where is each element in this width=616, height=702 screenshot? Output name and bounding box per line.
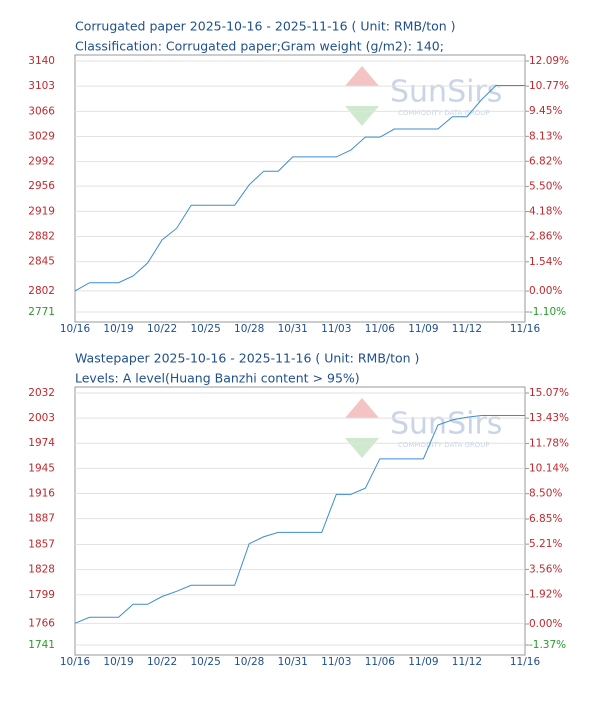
y-tick-label: 1916 [28,487,55,499]
x-tick-label: 10/28 [234,656,264,668]
x-tick-label: 11/03 [321,323,351,335]
x-tick-label: 10/19 [103,323,133,335]
y2-tick-label: 13.43% [529,412,569,424]
y2-tick-label: 8.50% [529,488,562,500]
x-tick-label: 10/31 [278,323,308,335]
chart-title: Corrugated paper 2025-10-16 - 2025-11-16… [75,19,456,34]
y2-tick-label: 3.56% [529,563,562,575]
y2-tick-label: 2.86% [529,231,562,243]
y2-tick-label: -1.10% [529,306,566,318]
x-tick-label: 10/16 [60,656,91,668]
y2-tick-label: 15.07% [529,387,569,399]
y-tick-label: 1887 [28,513,55,525]
x-tick-label: 10/25 [191,656,221,668]
plot-area [74,54,526,323]
y-tick-label: 2003 [28,412,55,424]
y-tick-label: 1799 [28,589,55,601]
y-tick-label: 2032 [28,387,55,399]
y2-tick-label: 5.50% [529,180,562,192]
y2-tick-label: 1.92% [529,589,562,601]
y2-tick-label: 8.13% [529,130,562,142]
x-tick-label: 11/12 [452,656,482,668]
x-tick-label: 10/16 [60,323,91,335]
logo-top [345,398,379,418]
y-tick-label: 2882 [28,230,55,242]
plot-area [74,386,526,656]
watermark-sub: COMMODITY DATA GROUP [398,109,490,117]
y2-tick-label: 12.09% [529,55,569,67]
x-tick-label: 11/06 [365,656,396,668]
y-tick-label: 2845 [28,256,55,268]
y2-tick-label: 10.77% [529,80,569,92]
y2-tick-label: 6.82% [529,155,562,167]
x-tick-label: 11/16 [510,323,541,335]
x-tick-label: 10/25 [191,323,221,335]
y2-tick-label: 0.00% [529,618,562,630]
watermark: SunSirs [390,75,502,110]
chart-subtitle: Levels: A level(Huang Banzhi content > 9… [75,371,360,386]
y2-tick-label: 11.78% [529,437,569,449]
y2-tick-label: -1.37% [529,639,566,651]
chart-subtitle: Classification: Corrugated paper;Gram we… [75,39,444,54]
y-tick-label: 2956 [28,180,55,192]
x-tick-label: 11/06 [365,323,396,335]
y2-tick-label: 6.85% [529,513,562,525]
y-tick-label: 1741 [28,639,55,651]
data-line [74,84,525,292]
y2-tick-label: 1.54% [529,256,562,268]
y-tick-label: 3140 [28,55,55,67]
y-tick-label: 1857 [28,539,55,551]
x-tick-label: 11/12 [452,323,482,335]
watermark: SunSirs [390,407,502,442]
y-tick-label: 1945 [28,462,55,474]
y-tick-label: 1974 [28,437,55,449]
y-tick-label: 2771 [28,306,55,318]
x-tick-label: 10/22 [147,656,177,668]
chart-title: Wastepaper 2025-10-16 - 2025-11-16 ( Uni… [75,351,419,366]
data-line [74,415,525,624]
y-tick-label: 3029 [28,131,55,143]
y-tick-label: 1766 [28,617,55,629]
watermark-sub: COMMODITY DATA GROUP [398,441,490,449]
x-tick-label: 11/09 [408,323,438,335]
logo-top [345,66,379,86]
y2-tick-label: 5.21% [529,538,562,550]
y-tick-label: 2802 [28,285,55,297]
x-tick-label: 10/22 [147,323,177,335]
x-tick-label: 11/09 [408,656,438,668]
y2-tick-label: 0.00% [529,285,562,297]
x-tick-label: 10/28 [234,323,264,335]
y-tick-label: 1828 [28,564,55,576]
y-tick-label: 3066 [28,105,55,117]
y2-tick-label: 9.45% [529,105,562,117]
y2-tick-label: 4.18% [529,206,562,218]
y-tick-label: 2992 [28,156,55,168]
x-tick-label: 11/03 [321,656,351,668]
y-tick-label: 3103 [28,80,55,92]
y2-tick-label: 10.14% [529,463,569,475]
x-tick-label: 10/19 [103,656,133,668]
x-tick-label: 11/16 [510,656,541,668]
y-tick-label: 2919 [28,205,55,217]
x-tick-label: 10/31 [278,656,308,668]
